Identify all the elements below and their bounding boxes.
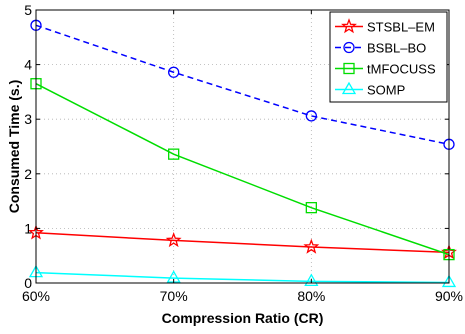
y-tick-label: 2 bbox=[24, 166, 32, 182]
data-point bbox=[441, 274, 457, 288]
legend-marker bbox=[343, 62, 355, 75]
legend-marker bbox=[343, 41, 355, 54]
y-tick-label: 0 bbox=[24, 275, 32, 291]
y-tick-label: 3 bbox=[24, 111, 32, 127]
series-line bbox=[35, 232, 450, 254]
plot-frame bbox=[35, 9, 450, 284]
series-line bbox=[35, 83, 450, 256]
x-tick-label: 60% bbox=[22, 288, 50, 304]
data-point bbox=[165, 232, 182, 248]
x-axis-label: Compression Ratio (CR) bbox=[162, 310, 324, 326]
legend-marker bbox=[341, 18, 357, 34]
series-layer bbox=[28, 19, 457, 288]
data-point bbox=[304, 273, 319, 287]
x-tick-label: 70% bbox=[160, 288, 188, 304]
legend-label: STSBL–EM bbox=[367, 20, 435, 35]
x-tick-label: 90% bbox=[435, 288, 463, 304]
data-point bbox=[303, 238, 320, 254]
legend: STSBL–EM BSBL–BO tMFOCUSS SOMP bbox=[329, 11, 448, 103]
y-tick-label: 1 bbox=[24, 220, 32, 236]
legend-label: BSBL–BO bbox=[367, 41, 426, 56]
ticks: 60% 70% 80% 90% 0 1 2 3 4 5 bbox=[22, 2, 463, 304]
y-tick-label: 5 bbox=[24, 2, 32, 18]
legend-marker bbox=[341, 81, 357, 95]
legend-label: SOMP bbox=[367, 83, 405, 98]
x-tick-label: 80% bbox=[297, 288, 325, 304]
data-point bbox=[168, 148, 180, 160]
data-point bbox=[305, 202, 317, 214]
series-line bbox=[35, 24, 450, 146]
series-line bbox=[35, 271, 450, 284]
legend-label: tMFOCUSS bbox=[367, 62, 436, 77]
y-tick-label: 4 bbox=[24, 57, 32, 73]
y-axis-label: Consumed Time (s.) bbox=[6, 80, 22, 214]
data-point bbox=[305, 110, 317, 122]
data-point bbox=[168, 66, 180, 78]
